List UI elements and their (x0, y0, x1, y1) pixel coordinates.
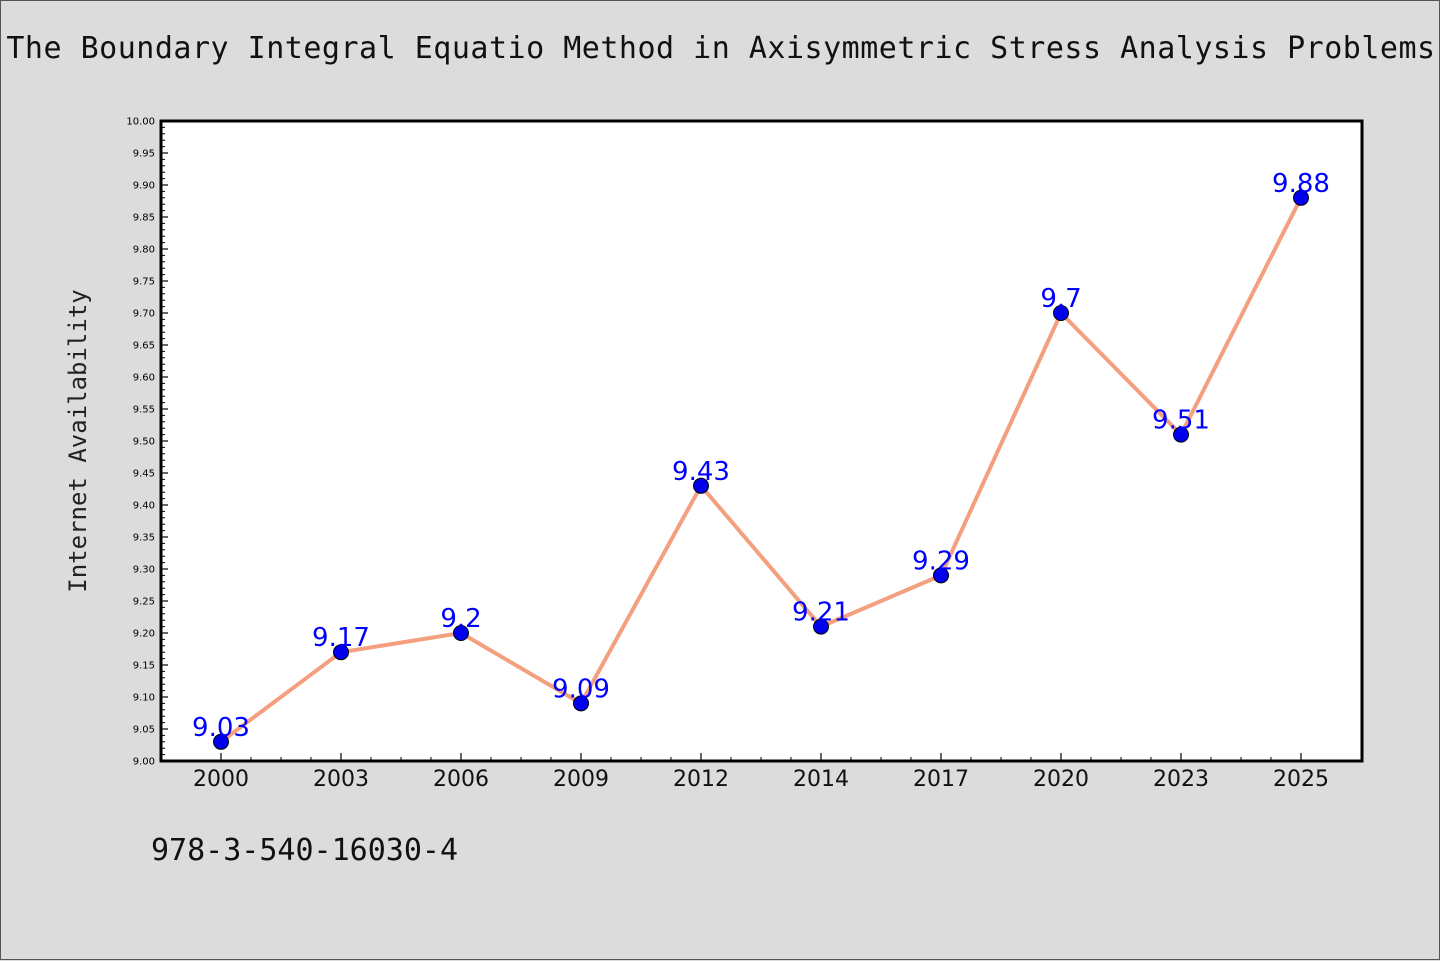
y-tick-label: 10.00 (126, 117, 155, 128)
y-tick-label: 9.05 (133, 725, 155, 736)
data-label: 9.2 (440, 604, 481, 634)
data-point (933, 567, 949, 584)
x-tick-label: 2020 (1033, 767, 1089, 792)
x-tick-label: 2006 (433, 767, 489, 792)
data-label: 9.03 (192, 713, 250, 743)
y-tick-label: 9.40 (133, 501, 155, 512)
data-point (1173, 426, 1189, 443)
y-tick-label: 9.85 (133, 213, 155, 224)
data-point (213, 733, 229, 750)
y-tick-label: 9.00 (133, 757, 155, 768)
data-label: 9.88 (1272, 169, 1330, 199)
data-label: 9.7 (1040, 284, 1081, 314)
data-point (333, 644, 349, 661)
y-tick-label: 9.65 (133, 341, 155, 352)
chart-title: The Boundary Integral Equatio Method in … (6, 31, 1436, 66)
y-tick-label: 9.90 (133, 181, 155, 192)
data-label: 9.17 (312, 623, 370, 653)
x-tick-label: 2009 (553, 767, 609, 792)
data-label: 9.51 (1152, 406, 1210, 436)
data-point (453, 625, 469, 641)
series-layer: 9.03 9.17 9.2 9.09 9.43 9.21 9.29 9.7 9.51 9.88 (192, 169, 1330, 750)
data-point (1053, 305, 1069, 321)
data-point (573, 695, 589, 712)
y-tick-label: 9.15 (133, 661, 155, 672)
data-label: 9.43 (672, 457, 730, 487)
y-tick-label: 9.35 (133, 533, 155, 544)
series-line (219, 196, 1303, 744)
y-tick-label: 9.95 (133, 149, 155, 160)
data-point (693, 477, 709, 494)
data-label: 9.21 (792, 598, 850, 628)
x-tick-label: 2014 (793, 767, 849, 792)
y-axis: 9.00 9.05 9.10 9.15 9.20 9.25 9.30 9.35 9.40 9.45… (126, 117, 168, 768)
x-tick-label: 2003 (313, 767, 369, 792)
x-tick-label: 2025 (1273, 767, 1329, 792)
y-tick-label: 9.60 (133, 373, 155, 384)
x-axis: 2000 2003 2006 2009 2012 2014 2017 2020 2023 2025 (193, 753, 1329, 792)
plot-area (159, 119, 1364, 763)
y-tick-label: 9.55 (133, 405, 155, 416)
x-tick-label: 2017 (913, 767, 969, 792)
y-tick-label: 9.70 (133, 309, 155, 320)
y-tick-label: 9.50 (133, 437, 155, 448)
y-tick-label: 9.75 (133, 277, 155, 288)
y-tick-label: 9.30 (133, 565, 155, 576)
y-tick-label: 9.45 (133, 469, 155, 480)
isbn-text: 978-3-540-16030-4 (151, 833, 459, 868)
x-tick-label: 2012 (673, 767, 729, 792)
y-tick-label: 9.20 (133, 629, 155, 640)
data-label: 9.09 (552, 674, 610, 704)
y-tick-label: 9.10 (133, 693, 155, 704)
data-point (1293, 189, 1309, 206)
x-tick-label: 2000 (193, 767, 249, 792)
y-tick-label: 9.25 (133, 597, 155, 608)
x-tick-label: 2023 (1153, 767, 1209, 792)
data-label: 9.29 (912, 546, 970, 576)
data-point (813, 618, 829, 635)
y-axis-label: Internet Availability (64, 289, 92, 592)
y-tick-label: 9.80 (133, 245, 155, 256)
